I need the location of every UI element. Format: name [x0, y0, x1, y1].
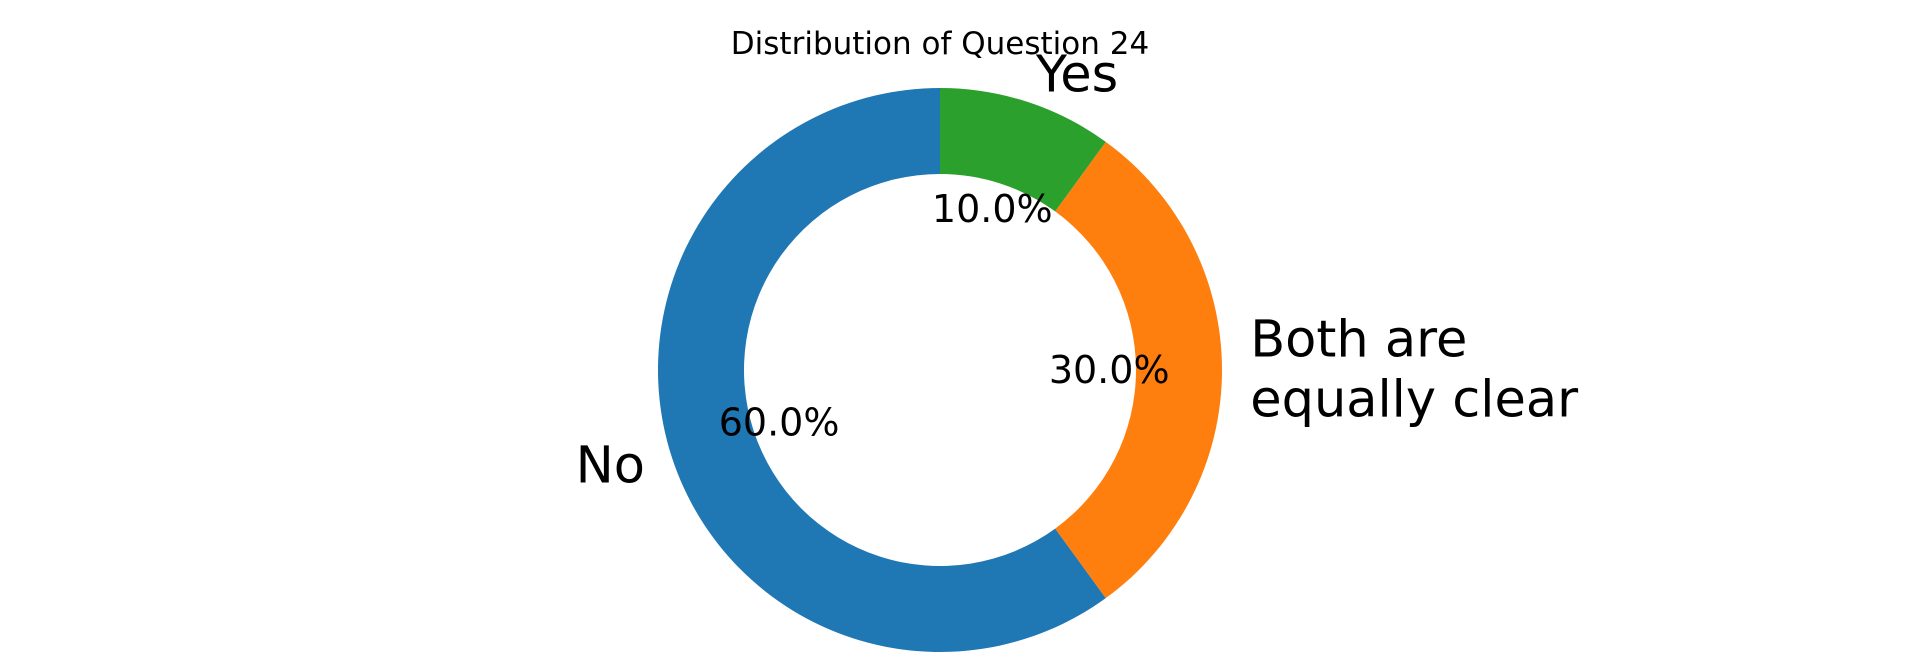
donut-slices	[657, 88, 1223, 653]
slice-no	[657, 88, 1106, 653]
slice-label-yes: Yes	[1035, 45, 1118, 104]
percent-label-both-are-equally-clear: 30.0%	[1049, 348, 1170, 392]
slice-both-are-equally-clear	[1055, 141, 1223, 599]
chart-title: Distribution of Question 24	[731, 26, 1149, 62]
slice-yes	[940, 88, 1106, 212]
slice-label-both-are-equally-clear: Both are equally clear	[1250, 311, 1578, 430]
percent-label-no: 60.0%	[719, 400, 840, 444]
percent-label-yes: 10.0%	[932, 187, 1053, 231]
slice-label-no: No	[576, 436, 645, 495]
donut-labels: No 60.0% Both are equally clear 30.0% Yes 10.0…	[576, 45, 1578, 495]
